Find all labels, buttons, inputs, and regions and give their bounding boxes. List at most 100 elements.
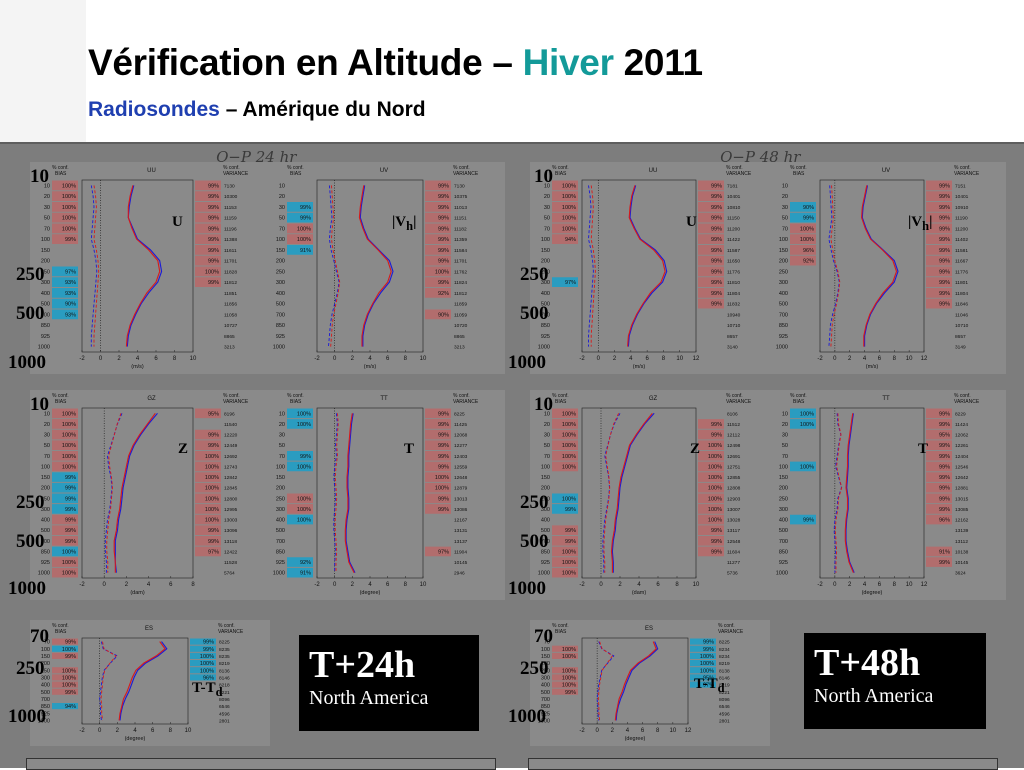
conf-right-label: 99% [711,248,722,254]
conf-left-cell [552,223,578,234]
conf-left-label: 99% [300,454,311,460]
count-label: 7181 [727,183,738,189]
count-label: 11058 [224,312,237,318]
conf-right-cell [425,546,451,557]
pressure-tick-label: 150 [541,654,550,660]
x-tick-label: 6 [151,728,155,734]
count-label: 11810 [727,280,740,286]
conf-left-label: 100% [297,507,311,513]
var-z-text: Z [178,441,189,457]
conf-left-label: 99% [803,216,814,222]
conf-right-label: 100% [708,464,722,470]
header-conf-left: % conf. [52,165,69,171]
x-tick-label: -2 [579,582,585,588]
chart-svg: % conf.BIAS% conf.VARIANCEGZ102030507010… [30,390,275,600]
count-label: 11153 [224,205,237,211]
pressure-tick-label: 1000 [38,571,50,577]
var-z-text: Z [690,441,701,457]
x-axis-label: (degree) [862,590,883,596]
count-label: 8138 [719,668,730,674]
count-label: 8096 [719,697,730,703]
x-tick-label: 2 [117,356,121,362]
conf-right-label: 100% [205,454,219,460]
header-conf-left: % conf. [552,623,569,629]
count-label: 12498 [727,443,741,449]
conf-left-cell [552,234,578,244]
x-tick-label: 6 [878,582,882,588]
conf-right-label: 100% [205,486,219,492]
conf-right-label: 100% [700,661,714,667]
pressure-tick-label: 500 [541,302,550,308]
pressure-label-500-r1c1: 500 [16,303,45,324]
conf-right-label: 100% [435,486,449,492]
x-tick-label: 8 [173,356,177,362]
conf-left-label: 99% [65,507,76,513]
pressure-tick-label: 500 [41,528,50,534]
series-bias-red [100,641,117,721]
conf-left-cell [790,461,816,472]
conf-left-label: 100% [800,237,814,243]
conf-right-label: 99% [208,248,219,254]
conf-right-cell [425,277,451,287]
count-label: 13015 [955,496,969,502]
x-axis-label: (degree) [625,736,646,742]
conf-right-cell [195,277,221,287]
pressure-tick-label: 70 [544,226,550,232]
count-label: 11904 [454,549,467,555]
pressure-tick-label: 10 [544,411,550,417]
x-axis-label: (degree) [360,590,381,596]
conf-right-cell [698,277,724,287]
conf-right-label: 99% [939,443,950,449]
conf-right-cell [425,309,451,320]
pressure-tick-label: 700 [41,697,50,703]
series-std-blue [119,641,168,721]
pressure-label-70-r3c3: 70 [534,626,553,647]
x-tick-label: -2 [579,728,585,734]
count-label: 11046 [955,312,968,318]
var-t-text: T [404,441,415,457]
conf-left-label: 100% [62,675,76,681]
count-label: 10940 [727,312,741,318]
pressure-tick-label: 200 [779,486,788,492]
conf-right-label: 99% [939,216,950,222]
plot-frame [819,407,925,579]
conf-right-cell [926,557,952,567]
conf-right-label: 99% [208,237,219,243]
pressure-tick-label: 20 [544,194,550,200]
count-label: 8096 [219,697,230,703]
conf-left-label: 99% [565,507,576,513]
conf-left-cell [287,461,313,472]
conf-right-cell [698,419,724,429]
header-conf-right: % conf. [718,623,735,629]
pressure-label-250-r3c1: 250 [16,658,45,679]
count-label: 8136 [219,668,230,674]
var-label-t-24: T [404,441,414,458]
conf-right-label: 100% [205,475,219,481]
header-variance: VARIANCE [954,399,980,405]
count-label: 11828 [224,269,237,275]
pressure-tick-label: 100 [276,464,285,470]
count-label: 10720 [454,323,468,329]
conf-left-cell [52,674,78,681]
conf-left-cell [790,514,816,525]
chart-svg: % conf.BIAS% conf.VARIANCEES701001502002… [30,620,270,746]
x-tick-label: 8 [404,582,408,588]
conf-left-cell [790,255,816,266]
conf-right-label: 99% [711,422,722,428]
header-bias: BIAS [290,171,302,177]
count-label: 8225 [719,640,730,646]
pressure-tick-label: 100 [541,237,550,243]
x-tick-label: 2 [125,582,129,588]
conf-left-label: 100% [297,237,311,243]
conf-right-label: 99% [208,539,219,545]
conf-right-cell [425,223,451,234]
conf-right-cell [926,429,952,440]
conf-left-label: 93% [65,312,76,318]
conf-right-label: 99% [438,280,449,286]
conf-right-label: 95% [208,411,219,417]
count-label: 10727 [224,323,238,329]
conf-right-cell [698,472,724,482]
conf-left-label: 100% [562,411,576,417]
conf-left-label: 100% [62,549,76,555]
conf-right-label: 100% [700,668,714,674]
